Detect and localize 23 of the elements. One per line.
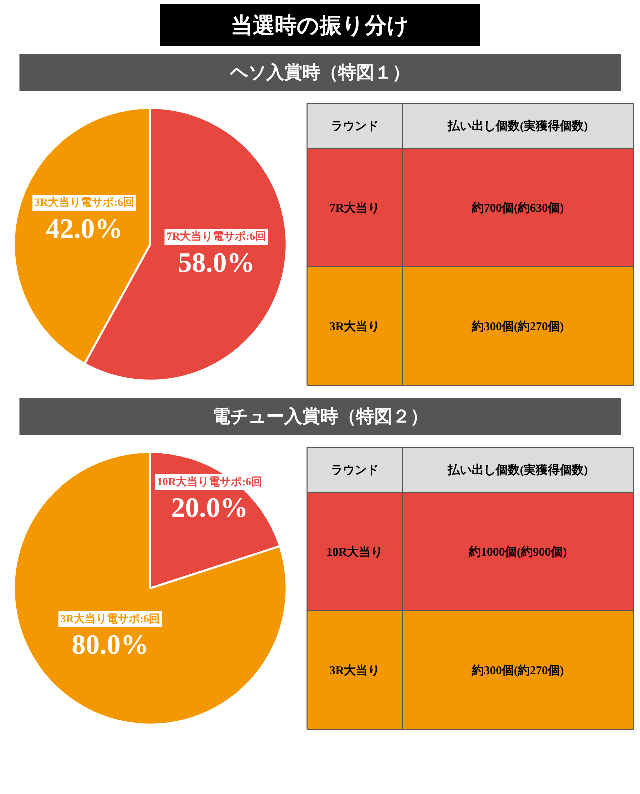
category-label: 払い出し個数(実獲得個数) xyxy=(447,463,588,477)
chart-title: ヘソ入賞時（特図１） xyxy=(230,62,410,82)
slice-label: 3R大当り電サポ:6回 xyxy=(60,612,160,626)
slice-label: 3R大当り電サポ:6回 xyxy=(34,196,134,210)
data-label: 42.0% xyxy=(46,214,123,245)
text: 約300個(約270個) xyxy=(471,663,564,678)
chart-title: 電チュー入賞時（特図２） xyxy=(212,406,428,426)
slice-label: 10R大当り電サポ:6回 xyxy=(157,476,262,488)
text: 3R大当り xyxy=(330,319,380,334)
category-label: 払い出し個数(実獲得個数) xyxy=(447,119,588,133)
text: 10R大当り xyxy=(326,544,384,559)
text: 3R大当り xyxy=(330,663,380,678)
category-label: ラウンド xyxy=(330,119,379,133)
text: 約1000個(約900個) xyxy=(468,544,568,559)
data-label: 20.0% xyxy=(171,493,248,524)
text: 約300個(約270個) xyxy=(471,319,564,334)
category-label: ラウンド xyxy=(330,463,379,477)
text: 当選時の振り分け xyxy=(231,13,410,38)
text: 7R大当り xyxy=(330,200,380,215)
data-label: 80.0% xyxy=(72,630,149,662)
data-label: 58.0% xyxy=(178,248,256,279)
text: 約700個(約630個) xyxy=(471,200,564,215)
slice-label: 7R大当り電サポ:6回 xyxy=(166,230,266,244)
